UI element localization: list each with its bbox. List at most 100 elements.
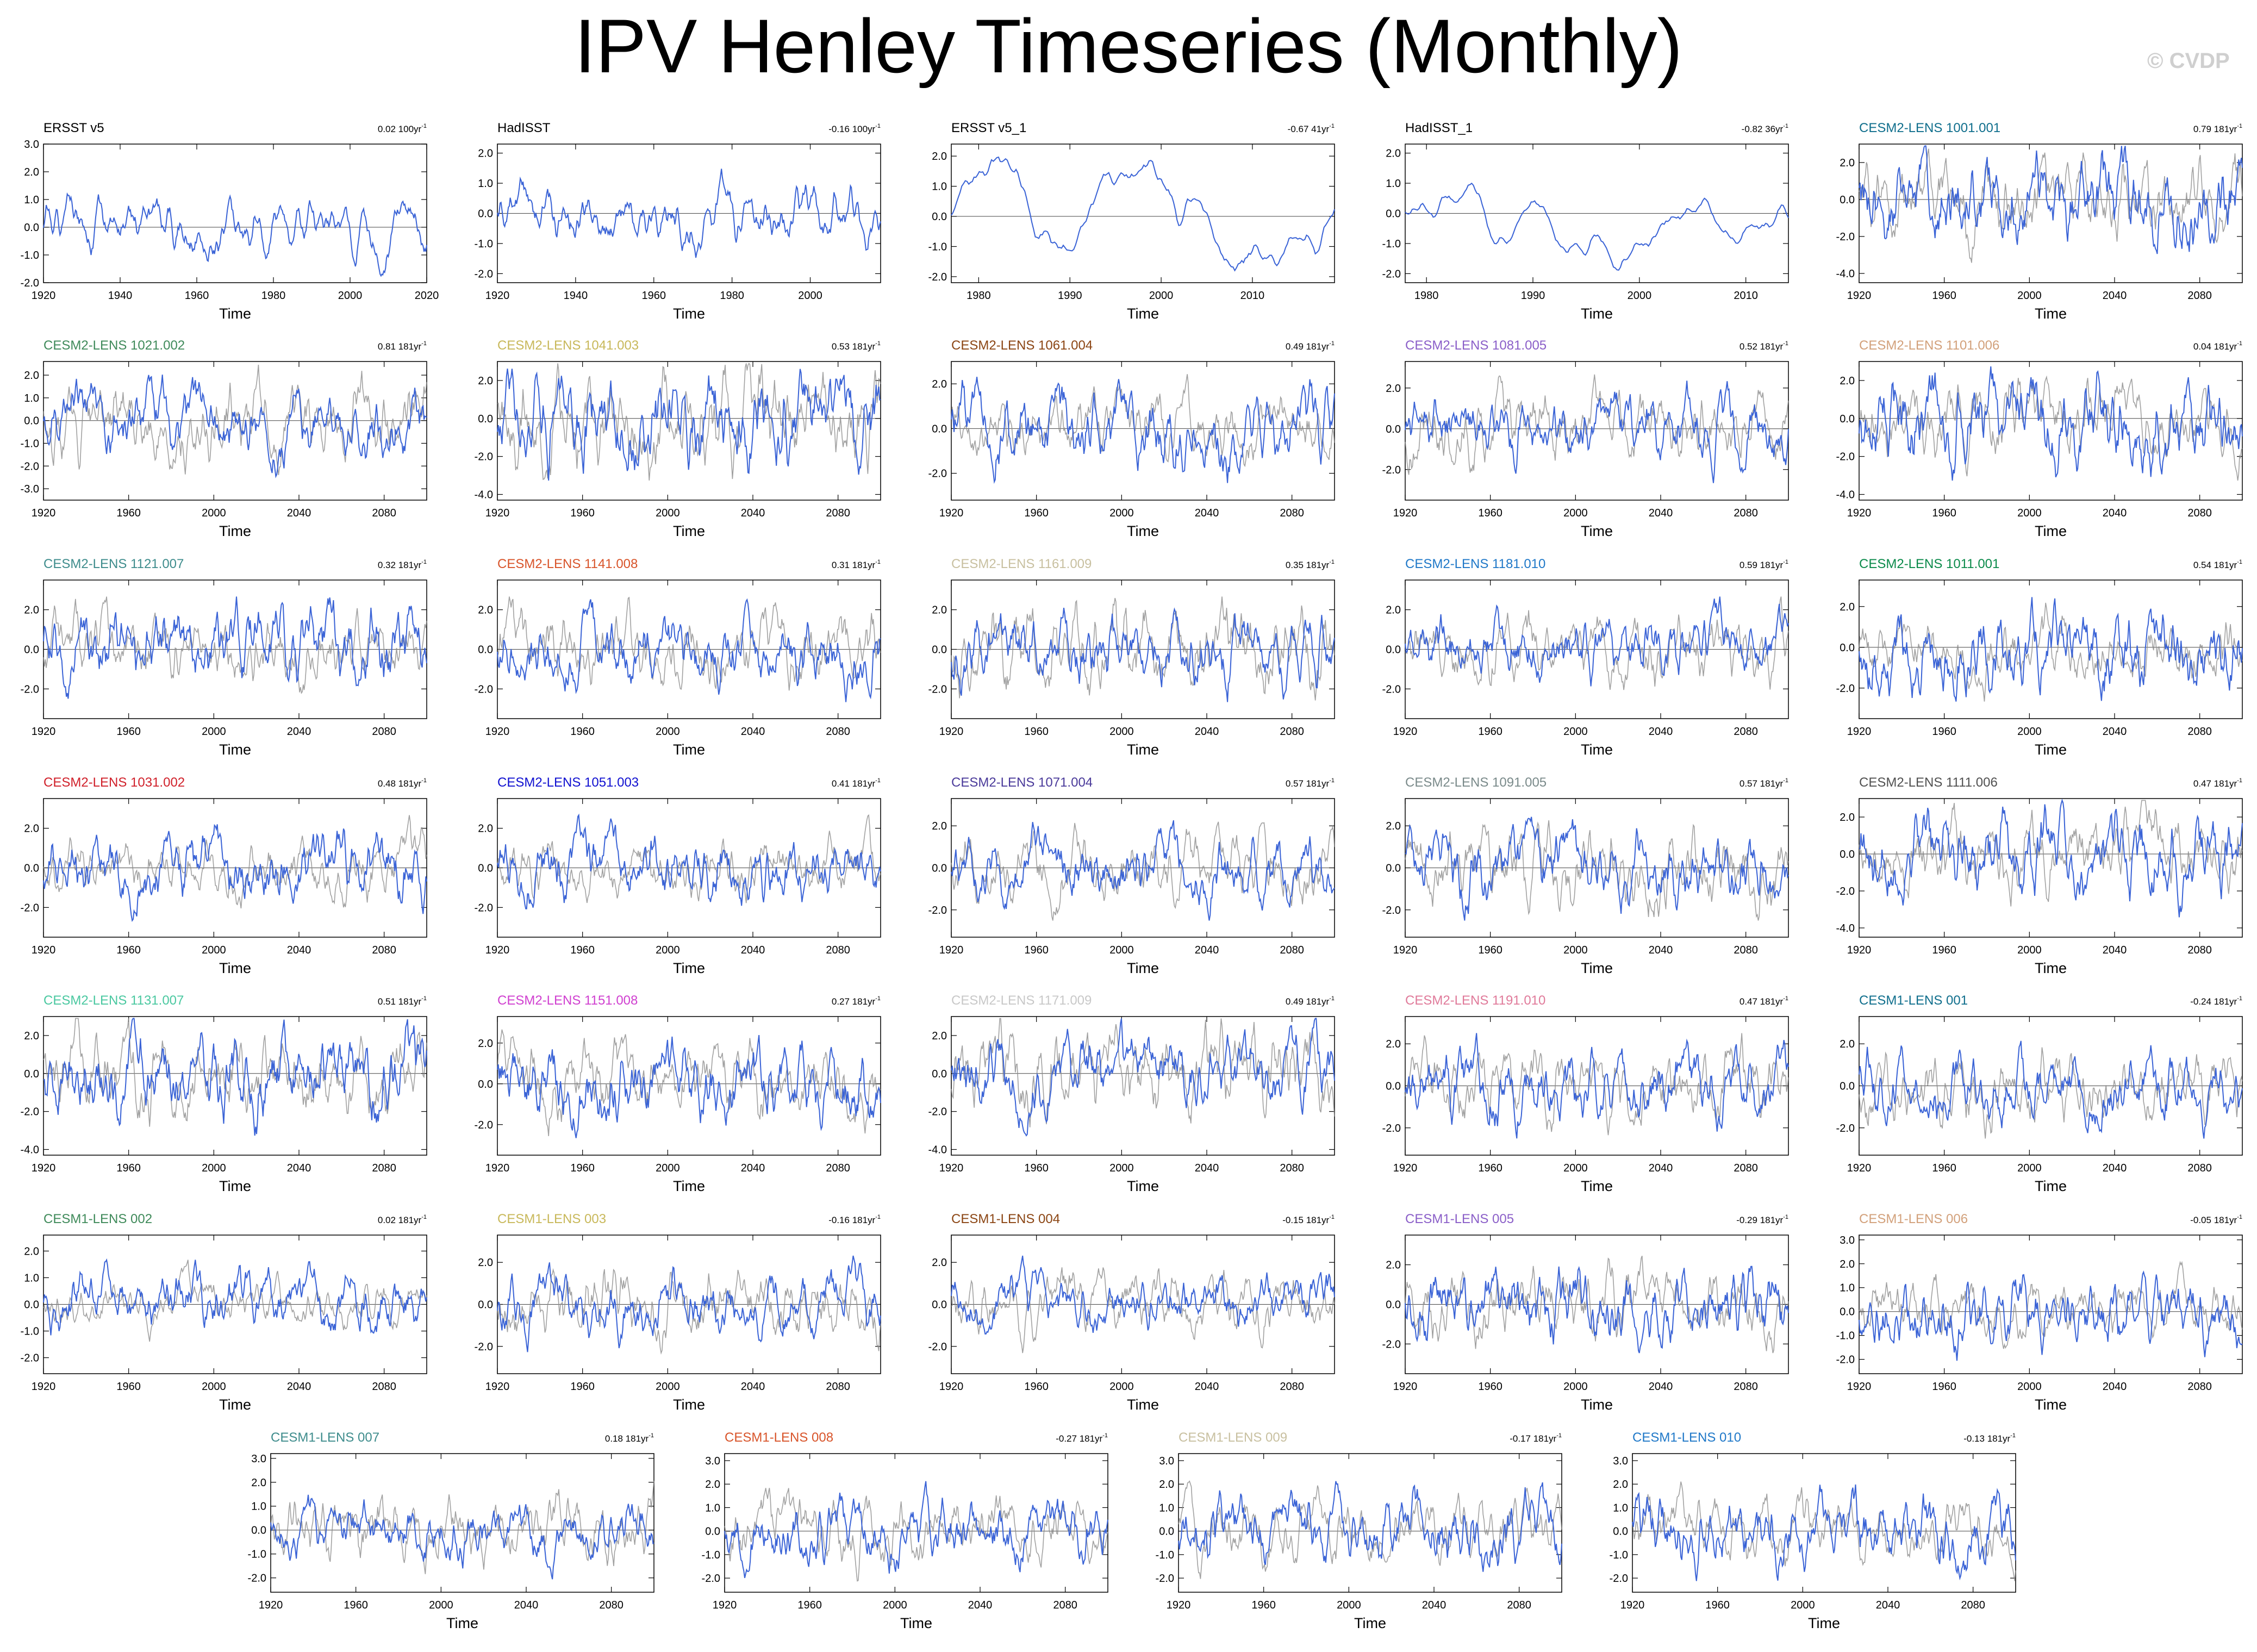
panel-title: CESM2-LENS 1101.006 bbox=[1859, 338, 1999, 353]
y-tick-label: 2.0 bbox=[1386, 1260, 1401, 1271]
x-tick-label: 1960 bbox=[1932, 944, 1956, 956]
x-tick-label: 1940 bbox=[564, 290, 588, 302]
x-axis-label: Time bbox=[1808, 1615, 1840, 1631]
x-tick-label: 1960 bbox=[116, 726, 141, 738]
x-tick-label: 1920 bbox=[1393, 1381, 1418, 1393]
x-tick-label: 2080 bbox=[1280, 944, 1304, 956]
y-tick-label: 2.0 bbox=[478, 148, 493, 160]
x-tick-label: 2080 bbox=[1280, 1162, 1304, 1174]
model-series-line bbox=[1859, 366, 2243, 481]
y-tick-label: -2.0 bbox=[1836, 231, 1855, 243]
y-tick-label: 0.0 bbox=[251, 1525, 266, 1537]
trend-label: 0.53 181yr-1 bbox=[832, 340, 881, 352]
x-tick-label: 2080 bbox=[372, 1162, 396, 1174]
y-tick-label: 2.0 bbox=[478, 604, 493, 616]
trend-label: 0.49 181yr-1 bbox=[1286, 995, 1335, 1007]
x-tick-label: 2040 bbox=[741, 726, 765, 738]
panel-title: CESM2-LENS 1181.010 bbox=[1405, 557, 1545, 571]
y-tick-label: 0.0 bbox=[478, 1299, 493, 1311]
model-series-line bbox=[951, 1255, 1335, 1335]
x-axis-label: Time bbox=[1581, 741, 1613, 758]
x-tick-label: 1920 bbox=[939, 1162, 964, 1174]
x-tick-label: 1920 bbox=[485, 944, 510, 956]
x-tick-label: 2000 bbox=[429, 1599, 453, 1611]
y-tick-label: 0.0 bbox=[932, 423, 947, 435]
x-axis-label: Time bbox=[1581, 1397, 1613, 1413]
y-tick-label: 1.0 bbox=[932, 181, 947, 193]
x-tick-label: 1920 bbox=[485, 1381, 510, 1393]
y-tick-label: 2.0 bbox=[932, 151, 947, 163]
y-tick-label: -1.0 bbox=[21, 1326, 39, 1338]
obs-series-line bbox=[951, 596, 1335, 701]
x-tick-label: 2000 bbox=[202, 1162, 226, 1174]
x-tick-label: 1920 bbox=[259, 1599, 283, 1611]
x-tick-label: 2080 bbox=[1280, 507, 1304, 519]
x-tick-label: 2000 bbox=[1563, 1162, 1588, 1174]
x-tick-label: 2040 bbox=[2103, 944, 2127, 956]
x-tick-label: 2000 bbox=[338, 290, 363, 302]
model-series-line bbox=[497, 813, 881, 909]
y-tick-label: -1.0 bbox=[1156, 1549, 1174, 1561]
x-tick-label: 1920 bbox=[713, 1599, 737, 1611]
y-tick-label: -2.0 bbox=[21, 683, 39, 695]
chart-panel: CESM1-LENS 001 -0.24 181yr-1 2.0 0.0 -2.0 192… bbox=[1836, 993, 2243, 1194]
chart-panel: CESM2-LENS 1021.002 0.81 181yr-1 2.0 1.0 0.0… bbox=[21, 338, 427, 539]
x-tick-label: 2040 bbox=[2103, 1381, 2127, 1393]
x-axis-label: Time bbox=[1581, 960, 1613, 976]
trend-superscript: -1 bbox=[421, 340, 427, 347]
trend-superscript: -1 bbox=[2237, 995, 2242, 1002]
chart-panel: CESM2-LENS 1091.005 0.57 181yr-1 2.0 0.0 -2.… bbox=[1382, 775, 1789, 976]
y-tick-label: 0.0 bbox=[24, 415, 39, 427]
x-tick-label: 1960 bbox=[344, 1599, 368, 1611]
x-tick-label: 1920 bbox=[32, 726, 56, 738]
y-tick-label: -4.0 bbox=[1836, 922, 1855, 934]
x-tick-label: 2010 bbox=[1240, 290, 1265, 302]
x-tick-label: 1960 bbox=[570, 1381, 595, 1393]
y-tick-label: 3.0 bbox=[1613, 1455, 1628, 1467]
trend-label: 0.32 181yr-1 bbox=[378, 559, 427, 570]
x-tick-label: 2000 bbox=[1563, 944, 1588, 956]
trend-label: 0.49 181yr-1 bbox=[1286, 340, 1335, 352]
x-axis-label: Time bbox=[673, 523, 705, 539]
y-tick-label: 0.0 bbox=[478, 644, 493, 656]
x-tick-label: 2080 bbox=[826, 1381, 850, 1393]
model-series-line bbox=[497, 169, 881, 258]
x-axis-label: Time bbox=[1127, 1397, 1159, 1413]
y-tick-label: 2.0 bbox=[932, 604, 947, 616]
trend-label: 0.02 100yr-1 bbox=[378, 123, 427, 134]
x-tick-label: 1920 bbox=[939, 507, 964, 519]
x-tick-label: 2040 bbox=[1649, 944, 1673, 956]
y-tick-label: 1.0 bbox=[705, 1502, 720, 1514]
obs-series-line bbox=[1859, 800, 2243, 907]
y-tick-label: -2.0 bbox=[21, 277, 39, 289]
obs-series-line bbox=[724, 1488, 1108, 1582]
y-tick-label: 2.0 bbox=[1386, 604, 1401, 616]
chart-panel: CESM1-LENS 008 -0.27 181yr-1 3.0 2.0 1.0 0.0 -… bbox=[702, 1430, 1108, 1631]
y-tick-label: 1.0 bbox=[1840, 1282, 1855, 1294]
x-axis-label: Time bbox=[446, 1615, 478, 1631]
x-tick-label: 2000 bbox=[1563, 1381, 1588, 1393]
x-tick-label: 2000 bbox=[1563, 726, 1588, 738]
y-tick-label: 1.0 bbox=[1386, 178, 1401, 190]
chart-panel: CESM2-LENS 1041.003 0.53 181yr-1 2.0 0.0 -2.… bbox=[475, 338, 881, 539]
y-tick-label: -1.0 bbox=[928, 241, 947, 253]
obs-series-line bbox=[1405, 1033, 1789, 1136]
y-tick-label: -2.0 bbox=[1382, 1123, 1401, 1134]
y-tick-label: -2.0 bbox=[1382, 464, 1401, 476]
x-tick-label: 2080 bbox=[372, 726, 396, 738]
x-tick-label: 1960 bbox=[642, 290, 666, 302]
chart-panel: CESM2-LENS 1061.004 0.49 181yr-1 2.0 0.0 -2.… bbox=[928, 338, 1335, 539]
y-tick-label: 2.0 bbox=[932, 820, 947, 832]
y-tick-label: -2.0 bbox=[21, 1106, 39, 1118]
y-tick-label: 0.0 bbox=[932, 1068, 947, 1080]
x-axis-label: Time bbox=[219, 306, 251, 322]
obs-series-line bbox=[43, 364, 427, 475]
obs-series-line bbox=[497, 1268, 881, 1355]
x-tick-label: 2040 bbox=[287, 1381, 311, 1393]
x-tick-label: 2040 bbox=[1649, 726, 1673, 738]
chart-panel: CESM1-LENS 005 -0.29 181yr-1 2.0 0.0 -2.0 192… bbox=[1382, 1212, 1789, 1413]
x-tick-label: 1960 bbox=[1932, 1381, 1956, 1393]
y-tick-label: -1.0 bbox=[1836, 1330, 1855, 1342]
x-tick-label: 2080 bbox=[826, 1162, 850, 1174]
x-axis-label: Time bbox=[219, 741, 251, 758]
